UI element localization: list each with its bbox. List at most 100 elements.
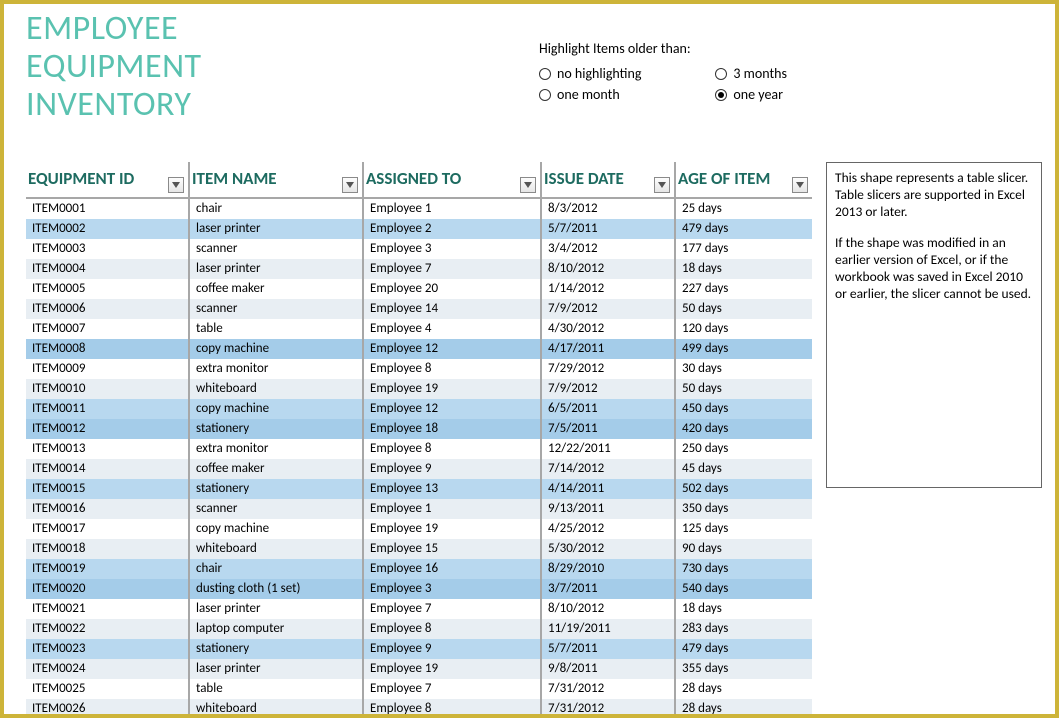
- table-row[interactable]: ITEM0020dusting cloth (1 set)Employee 33…: [26, 579, 812, 599]
- cell-issue: 4/14/2011: [542, 479, 676, 499]
- filter-dropdown-button[interactable]: [168, 177, 184, 193]
- column-header-label: ASSIGNED TO: [366, 168, 461, 189]
- cell-assigned: Employee 7: [364, 679, 542, 699]
- page-title: EMPLOYEE EQUIPMENT INVENTORY: [26, 10, 202, 124]
- radio-one-month[interactable]: one month: [539, 86, 641, 103]
- cell-item: coffee maker: [190, 459, 364, 479]
- table-row[interactable]: ITEM0022laptop computerEmployee 811/19/2…: [26, 619, 812, 639]
- table-row[interactable]: ITEM0023stationeryEmployee 95/7/2011479 …: [26, 639, 812, 659]
- column-header-label: AGE OF ITEM: [678, 168, 770, 189]
- cell-id: ITEM0025: [26, 679, 190, 699]
- table-row[interactable]: ITEM0004laser printerEmployee 78/10/2012…: [26, 259, 812, 279]
- cell-item: table: [190, 679, 364, 699]
- filter-dropdown-button[interactable]: [520, 177, 536, 193]
- cell-id: ITEM0022: [26, 619, 190, 639]
- title-line-3: INVENTORY: [26, 86, 202, 124]
- cell-assigned: Employee 7: [364, 599, 542, 619]
- cell-item: extra monitor: [190, 439, 364, 459]
- table-row[interactable]: ITEM0017copy machineEmployee 194/25/2012…: [26, 519, 812, 539]
- cell-age: 730 days: [676, 559, 812, 579]
- cell-item: coffee maker: [190, 279, 364, 299]
- cell-issue: 7/5/2011: [542, 419, 676, 439]
- cell-item: laser printer: [190, 219, 364, 239]
- table-header-row: EQUIPMENT IDITEM NAMEASSIGNED TO ISSUE DA…: [26, 162, 812, 199]
- cell-age: 250 days: [676, 439, 812, 459]
- cell-item: extra monitor: [190, 359, 364, 379]
- cell-age: 45 days: [676, 459, 812, 479]
- inventory-table: EQUIPMENT IDITEM NAMEASSIGNED TO ISSUE DA…: [26, 162, 812, 714]
- cell-issue: 4/25/2012: [542, 519, 676, 539]
- radio-icon: [539, 89, 551, 101]
- cell-item: laser printer: [190, 659, 364, 679]
- cell-age: 227 days: [676, 279, 812, 299]
- cell-age: 50 days: [676, 379, 812, 399]
- table-row[interactable]: ITEM0005coffee makerEmployee 201/14/2012…: [26, 279, 812, 299]
- table-row[interactable]: ITEM0012stationeryEmployee 187/5/2011420…: [26, 419, 812, 439]
- column-header-age[interactable]: AGE OF ITEM: [676, 162, 812, 197]
- table-row[interactable]: ITEM0015stationeryEmployee 134/14/201150…: [26, 479, 812, 499]
- table-row[interactable]: ITEM0016scannerEmployee 19/13/2011350 da…: [26, 499, 812, 519]
- table-row[interactable]: ITEM0003scannerEmployee 33/4/2012177 day…: [26, 239, 812, 259]
- cell-issue: 8/29/2010: [542, 559, 676, 579]
- table-row[interactable]: ITEM0019chairEmployee 168/29/2010730 day…: [26, 559, 812, 579]
- cell-id: ITEM0009: [26, 359, 190, 379]
- cell-item: whiteboard: [190, 699, 364, 714]
- filter-dropdown-button[interactable]: [792, 177, 808, 193]
- radio-one-year[interactable]: one year: [715, 86, 787, 103]
- table-row[interactable]: ITEM0018whiteboardEmployee 155/30/201290…: [26, 539, 812, 559]
- column-header-issue[interactable]: ISSUE DATE: [542, 162, 676, 197]
- table-row[interactable]: ITEM0002laser printerEmployee 25/7/20114…: [26, 219, 812, 239]
- cell-assigned: Employee 8: [364, 439, 542, 459]
- cell-item: whiteboard: [190, 379, 364, 399]
- table-row[interactable]: ITEM0007tableEmployee 44/30/2012120 days: [26, 319, 812, 339]
- table-row[interactable]: ITEM0026whiteboardEmployee 87/31/201228 …: [26, 699, 812, 714]
- cell-assigned: Employee 15: [364, 539, 542, 559]
- cell-item: stationery: [190, 419, 364, 439]
- table-row[interactable]: ITEM0010whiteboardEmployee 197/9/201250 …: [26, 379, 812, 399]
- filter-dropdown-button[interactable]: [342, 177, 358, 193]
- table-row[interactable]: ITEM0013extra monitorEmployee 812/22/201…: [26, 439, 812, 459]
- cell-assigned: Employee 9: [364, 639, 542, 659]
- cell-item: stationery: [190, 639, 364, 659]
- cell-assigned: Employee 2: [364, 219, 542, 239]
- table-row[interactable]: ITEM0025tableEmployee 77/31/201228 days: [26, 679, 812, 699]
- table-row[interactable]: ITEM0011copy machineEmployee 126/5/20114…: [26, 399, 812, 419]
- cell-item: stationery: [190, 479, 364, 499]
- column-header-item[interactable]: ITEM NAME: [190, 162, 364, 197]
- cell-assigned: Employee 1: [364, 199, 542, 219]
- slicer-note-box: This shape represents a table slicer. Ta…: [826, 162, 1042, 488]
- cell-issue: 7/14/2012: [542, 459, 676, 479]
- table-row[interactable]: ITEM0009extra monitorEmployee 87/29/2012…: [26, 359, 812, 379]
- cell-issue: 4/17/2011: [542, 339, 676, 359]
- cell-age: 499 days: [676, 339, 812, 359]
- table-row[interactable]: ITEM0014coffee makerEmployee 97/14/20124…: [26, 459, 812, 479]
- cell-assigned: Employee 19: [364, 379, 542, 399]
- table-row[interactable]: ITEM0024laser printerEmployee 199/8/2011…: [26, 659, 812, 679]
- highlight-label: Highlight Items older than:: [539, 40, 879, 57]
- cell-issue: 3/4/2012: [542, 239, 676, 259]
- cell-assigned: Employee 12: [364, 399, 542, 419]
- column-header-assigned[interactable]: ASSIGNED TO: [364, 162, 542, 197]
- radio-icon: [539, 68, 551, 80]
- table-row[interactable]: ITEM0001chairEmployee 18/3/201225 days: [26, 199, 812, 219]
- cell-item: scanner: [190, 299, 364, 319]
- radio-label: no highlighting: [557, 65, 641, 82]
- cell-id: ITEM0013: [26, 439, 190, 459]
- cell-issue: 6/5/2011: [542, 399, 676, 419]
- cell-issue: 8/10/2012: [542, 599, 676, 619]
- radio-no-highlighting[interactable]: no highlighting: [539, 65, 641, 82]
- table-row[interactable]: ITEM0006scannerEmployee 147/9/201250 day…: [26, 299, 812, 319]
- table-row[interactable]: ITEM0021laser printerEmployee 78/10/2012…: [26, 599, 812, 619]
- cell-item: whiteboard: [190, 539, 364, 559]
- cell-id: ITEM0003: [26, 239, 190, 259]
- filter-dropdown-button[interactable]: [654, 177, 670, 193]
- cell-assigned: Employee 7: [364, 259, 542, 279]
- cell-issue: 5/7/2011: [542, 219, 676, 239]
- table-row[interactable]: ITEM0008copy machineEmployee 124/17/2011…: [26, 339, 812, 359]
- cell-age: 30 days: [676, 359, 812, 379]
- cell-assigned: Employee 18: [364, 419, 542, 439]
- cell-id: ITEM0011: [26, 399, 190, 419]
- column-header-id[interactable]: EQUIPMENT ID: [26, 162, 190, 197]
- radio-three-months[interactable]: 3 months: [715, 65, 787, 82]
- cell-assigned: Employee 4: [364, 319, 542, 339]
